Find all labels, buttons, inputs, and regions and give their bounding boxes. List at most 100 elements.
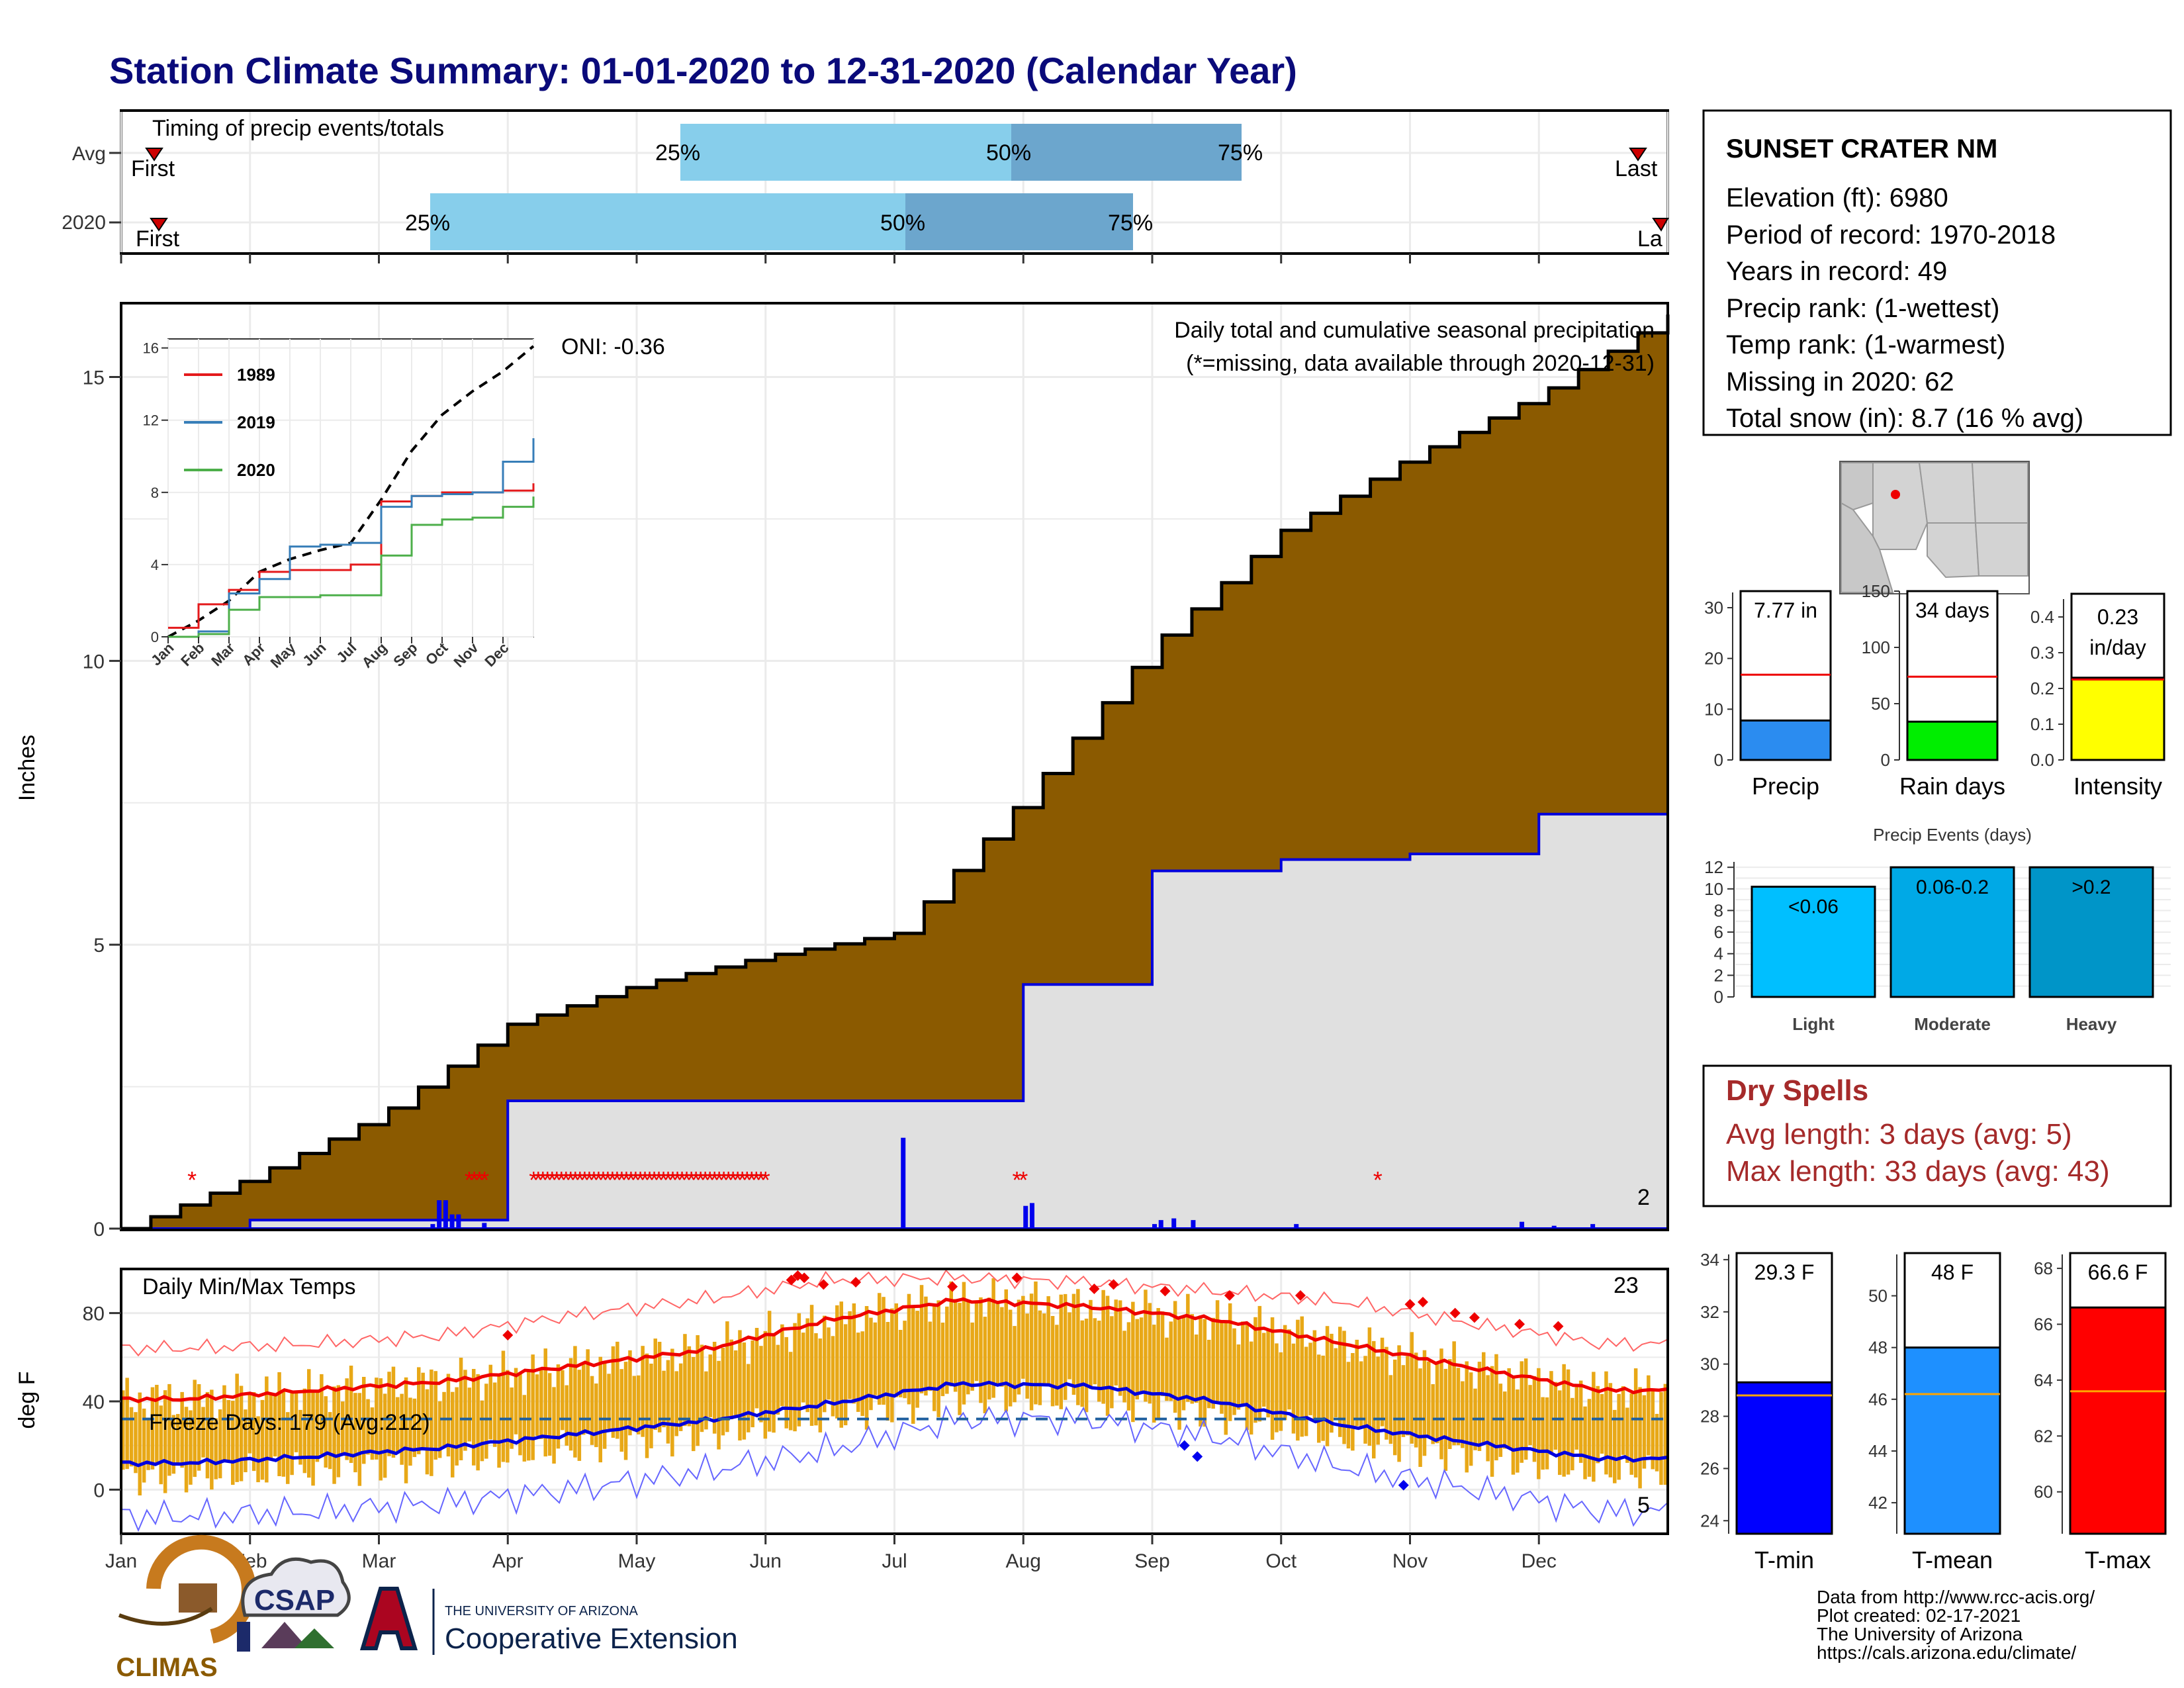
daily-temp-bar <box>159 1405 163 1485</box>
daily-temp-bar <box>256 1416 260 1483</box>
missing-marker: * <box>612 1166 621 1194</box>
minibar-ytick-label: 30 <box>1700 1354 1719 1374</box>
daily-temp-bar <box>163 1390 167 1493</box>
daily-temp-bar <box>1105 1295 1110 1416</box>
precip-total-bar: 0 10 20 30 7.77 in Precip <box>1704 590 1832 800</box>
record-high-marker <box>1553 1321 1564 1332</box>
daily-temp-bar <box>565 1385 569 1446</box>
minibar-ytick-label: 64 <box>2034 1370 2053 1390</box>
temp-ytick-label: 80 <box>83 1303 105 1325</box>
record-high-marker <box>1224 1290 1235 1301</box>
daily-temp-bar <box>302 1388 307 1474</box>
minibar-ytick-label: 66 <box>2034 1315 2053 1335</box>
daily-temp-bar <box>1270 1317 1275 1440</box>
daily-temp-bar <box>704 1371 708 1430</box>
daily-temp-bar <box>780 1324 784 1407</box>
record-high-marker <box>1514 1319 1525 1330</box>
daily-temp-bar <box>1025 1313 1029 1399</box>
inset-line-2020 <box>168 496 535 638</box>
daily-temp-bar <box>911 1307 915 1424</box>
daily-temp-bar <box>1456 1368 1461 1446</box>
timing-month-ticks <box>120 254 1540 263</box>
daily-temp-bar <box>958 1303 962 1415</box>
station-line-2: Years in record: 49 <box>1726 257 1947 286</box>
tmean-bar: 42 44 46 48 50 48 F T-mean <box>1868 1252 2001 1573</box>
daily-temp-bar <box>1097 1321 1101 1402</box>
month-xtick-label: Oct <box>1265 1550 1297 1572</box>
daily-temp-bar <box>1524 1358 1528 1460</box>
daily-precip-bar <box>456 1214 461 1229</box>
station-line-1: Period of record: 1970-2018 <box>1726 220 2056 250</box>
daily-temp-bar <box>1181 1316 1186 1411</box>
missing-marker: * <box>529 1166 538 1194</box>
daily-temp-bar <box>561 1370 565 1430</box>
daily-temp-bar <box>467 1387 472 1442</box>
daily-temp-bar <box>205 1391 210 1479</box>
first-marker-avg <box>145 148 163 162</box>
daily-temp-bar <box>184 1407 189 1493</box>
daily-temp-bar <box>235 1374 239 1482</box>
daily-temp-bar <box>632 1376 637 1432</box>
daily-temp-bar <box>1203 1319 1207 1427</box>
daily-temp-bar <box>809 1305 814 1426</box>
record-high-marker <box>1160 1286 1171 1297</box>
precip-ytick-label: 10 <box>83 651 105 673</box>
daily-temp-bar <box>1465 1361 1469 1473</box>
daily-temp-bar <box>480 1400 484 1462</box>
missing-marker: * <box>692 1166 701 1194</box>
daily-temp-bar <box>1224 1320 1228 1435</box>
inset-legend: 1989 2019 2020 <box>184 365 275 480</box>
daily-temp-bar <box>1520 1361 1524 1463</box>
daily-temp-bar <box>366 1399 370 1455</box>
inset-legend-label: 1989 <box>237 365 275 385</box>
missing-marker: * <box>538 1166 547 1194</box>
missing-marker: * <box>635 1166 645 1194</box>
daily-temp-bar <box>547 1373 552 1456</box>
events-ytick-label: 12 <box>1704 857 1723 877</box>
daily-temp-bar <box>1249 1341 1253 1435</box>
daily-temp-bar <box>953 1299 958 1392</box>
daily-temp-bar <box>226 1400 231 1462</box>
daily-temp-bar <box>1346 1362 1351 1449</box>
daily-temp-bar <box>180 1391 184 1468</box>
daily-temp-bar <box>197 1384 201 1471</box>
daily-temp-bar <box>754 1328 759 1409</box>
daily-temp-bar <box>856 1333 860 1412</box>
missing-marker: * <box>617 1166 626 1194</box>
minibar-ytick-label: 30 <box>1704 598 1723 618</box>
daily-temp-bar <box>1017 1299 1021 1395</box>
daily-temp-bar <box>1173 1301 1177 1413</box>
daily-temp-bar <box>383 1393 387 1478</box>
daily-temp-bar <box>1613 1409 1617 1483</box>
missing-marker: * <box>543 1166 552 1194</box>
minibar-ytick-label: 50 <box>1868 1286 1888 1306</box>
daily-temp-bar <box>1050 1316 1055 1407</box>
minibar-ytick-label: 0.4 <box>2030 607 2054 627</box>
ua-cooperative-extension-logo: THE UNIVERSITY OF ARIZONA Cooperative Ex… <box>359 1587 738 1655</box>
minibar-value <box>2069 1306 2167 1535</box>
first-marker-2020 <box>150 218 168 232</box>
dry-spells-box: Dry Spells Avg length: 3 days (avg: 5) M… <box>1702 1064 2172 1207</box>
record-high-marker <box>786 1274 797 1286</box>
daily-temp-bar <box>708 1354 712 1417</box>
daily-temp-bar <box>506 1370 510 1463</box>
daily-temp-bar <box>1080 1320 1084 1407</box>
daily-temp-bar <box>1321 1355 1325 1441</box>
record-high-marker <box>818 1279 829 1290</box>
daily-temp-bar <box>987 1297 991 1400</box>
minibar-ytick-label: 26 <box>1700 1458 1719 1478</box>
minibar-name: Precip <box>1752 773 1819 800</box>
daily-temp-bar <box>142 1408 146 1483</box>
events-ytick-label: 10 <box>1704 879 1723 899</box>
daily-temp-bar <box>332 1386 336 1484</box>
record-low-count: 5 <box>1637 1493 1650 1518</box>
events-bar <box>1889 866 2015 998</box>
daily-temp-bar <box>1452 1341 1456 1446</box>
daily-temp-bar <box>928 1321 933 1391</box>
yr-pct25: 25% <box>405 211 450 236</box>
daily-temp-bar <box>569 1358 573 1451</box>
avg-pct75: 75% <box>1218 140 1263 165</box>
daily-temp-bar <box>1651 1391 1655 1470</box>
daily-precip-bar <box>1590 1224 1596 1229</box>
